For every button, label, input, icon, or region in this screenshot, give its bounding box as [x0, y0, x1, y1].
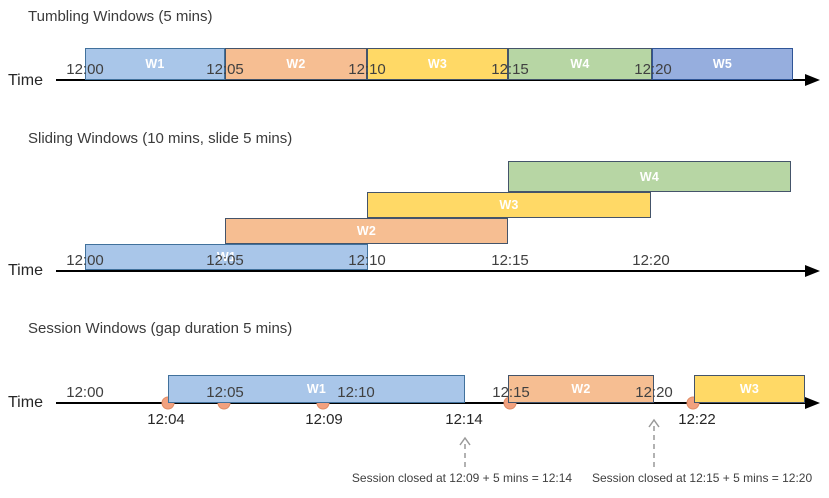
- event-time-1209: 12:09: [305, 411, 343, 428]
- tumbling-window-w4: W4: [508, 48, 652, 80]
- session-timeline: [56, 402, 805, 404]
- tumbling-window-w2-label: W2: [286, 57, 306, 71]
- sliding-window-w3: W3: [367, 192, 651, 218]
- session-window-w1: W1: [168, 375, 465, 403]
- tumbling-window-w5: W5: [652, 48, 793, 80]
- sliding-tick-1205: 12:05: [206, 252, 244, 269]
- sliding-window-w2: W2: [225, 218, 508, 244]
- session-close-arrow-2-icon: [648, 418, 660, 467]
- tumbling-window-w3-label: W3: [427, 57, 448, 71]
- sliding-tick-1210: 12:10: [348, 252, 386, 269]
- sliding-time-axis-label: Time: [8, 262, 43, 279]
- session-tick-1210: 12:10: [337, 384, 375, 401]
- tumbling-window-w3: W3: [367, 48, 508, 80]
- sliding-timeline-arrowhead-icon: [805, 265, 820, 277]
- session-close-annotation-1: Session closed at 12:09 + 5 mins = 12:14: [351, 471, 573, 485]
- sliding-window-w4: W4: [508, 161, 791, 192]
- sliding-tick-1200: 12:00: [66, 252, 104, 269]
- sliding-section-title: Sliding Windows (10 mins, slide 5 mins): [28, 130, 293, 147]
- tumbling-time-axis-label: Time: [8, 72, 43, 89]
- session-timeline-arrowhead-icon: [805, 397, 820, 409]
- tumbling-tick-1220: 12:20: [634, 61, 672, 78]
- tumbling-window-w4-label: W4: [570, 57, 590, 71]
- session-window-w1-label: W1: [306, 382, 327, 396]
- tumbling-tick-1200: 12:00: [66, 61, 104, 78]
- sliding-window-w2-label: W2: [356, 224, 377, 238]
- tumbling-tick-1210: 12:10: [348, 61, 386, 78]
- tumbling-window-w1: W1: [85, 48, 225, 80]
- event-time-1204: 12:04: [147, 411, 185, 428]
- sliding-tick-1215: 12:15: [491, 252, 529, 269]
- sliding-window-w4-label: W4: [639, 169, 660, 184]
- sliding-window-w3-label: W3: [499, 198, 519, 212]
- session-window-w2: W2: [508, 375, 654, 403]
- session-window-w3: W3: [694, 375, 805, 403]
- event-time-1214: 12:14: [445, 411, 483, 428]
- session-tick-1220: 12:20: [635, 384, 673, 401]
- session-window-w3-label: W3: [739, 382, 760, 396]
- session-section-title: Session Windows (gap duration 5 mins): [28, 320, 293, 337]
- tumbling-window-w2: W2: [225, 48, 367, 80]
- session-close-annotation-2: Session closed at 12:15 + 5 mins = 12:20: [592, 471, 813, 485]
- sliding-tick-1220: 12:20: [632, 252, 670, 269]
- tumbling-tick-1205: 12:05: [206, 61, 244, 78]
- tumbling-section-title: Tumbling Windows (5 mins): [28, 8, 213, 25]
- session-window-w2-label: W2: [571, 382, 591, 396]
- session-time-axis-label: Time: [8, 394, 43, 411]
- session-tick-1205: 12:05: [206, 384, 244, 401]
- session-tick-1200: 12:00: [66, 384, 104, 401]
- sliding-timeline: [56, 270, 805, 272]
- sliding-window-w1-label: W1: [216, 250, 237, 264]
- tumbling-window-w1-label: W1: [145, 57, 165, 71]
- tumbling-timeline: [56, 79, 805, 81]
- session-close-arrow-1-icon: [459, 436, 471, 467]
- session-tick-1215: 12:15: [492, 384, 530, 401]
- sliding-window-w1: W1: [85, 244, 368, 270]
- tumbling-window-w5-label: W5: [712, 57, 733, 71]
- event-time-1222: 12:22: [678, 411, 716, 428]
- tumbling-tick-1215: 12:15: [491, 61, 529, 78]
- tumbling-timeline-arrowhead-icon: [805, 74, 820, 86]
